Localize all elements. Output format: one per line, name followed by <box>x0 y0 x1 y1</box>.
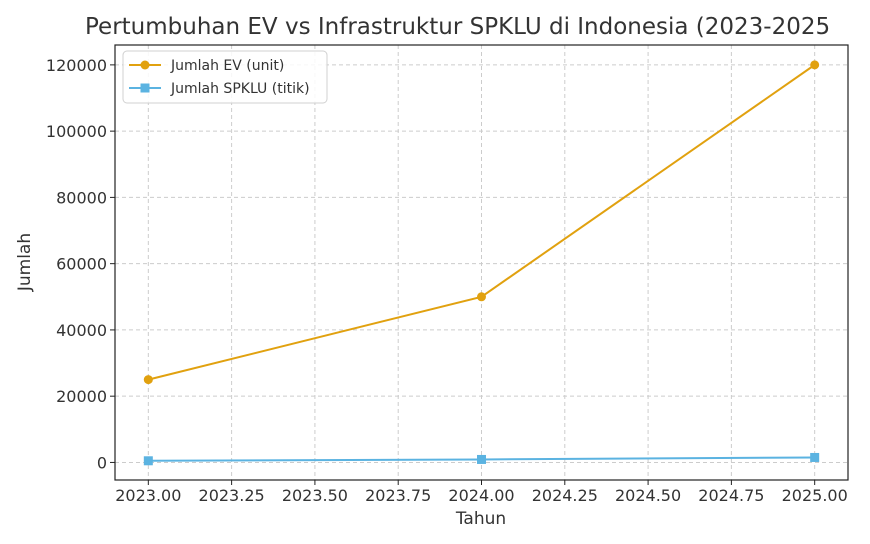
y-tick-label: 0 <box>97 453 107 472</box>
y-tick-label: 60000 <box>56 255 107 274</box>
y-tick-label: 120000 <box>46 56 107 75</box>
data-point <box>143 375 153 385</box>
legend-label: Jumlah EV (unit) <box>170 58 284 74</box>
y-tick-label: 40000 <box>56 321 107 340</box>
y-axis-label: Jumlah <box>15 233 35 292</box>
data-point <box>810 60 820 70</box>
x-tick-label: 2023.50 <box>282 486 348 505</box>
data-point <box>477 292 486 302</box>
data-point <box>810 452 820 462</box>
x-tick-label: 2024.50 <box>615 486 681 505</box>
series-layer <box>143 60 820 466</box>
legend-marker <box>140 83 150 93</box>
data-point <box>477 454 486 464</box>
x-axis-label: Tahun <box>455 509 506 529</box>
y-tick-label: 80000 <box>56 188 107 207</box>
x-tick-label: 2024.25 <box>532 486 598 505</box>
grid <box>115 45 848 480</box>
legend: Jumlah EV (unit) Jumlah SPKLU (titik) <box>122 50 328 104</box>
y-tick-label: 20000 <box>56 387 107 406</box>
x-tick-label: 2024.00 <box>448 486 514 505</box>
plot-frame <box>114 44 849 481</box>
x-tick-label: 2023.00 <box>115 486 181 505</box>
x-tick-label: 2023.75 <box>365 486 431 505</box>
x-tick-label: 2023.25 <box>199 486 265 505</box>
legend-box <box>122 50 328 104</box>
x-tick-label: 2025.00 <box>782 486 848 505</box>
y-tick-label: 100000 <box>46 122 107 141</box>
legend-label: Jumlah SPKLU (titik) <box>170 81 310 97</box>
data-point <box>143 456 153 466</box>
legend-marker <box>140 60 150 70</box>
x-tick-label: 2024.75 <box>698 486 764 505</box>
chart-title: Pertumbuhan EV vs Infrastruktur SPKLU di… <box>85 14 830 40</box>
axes: 2023.00 2023.25 2023.50 2023.75 2024.00 2024.… <box>46 44 849 505</box>
